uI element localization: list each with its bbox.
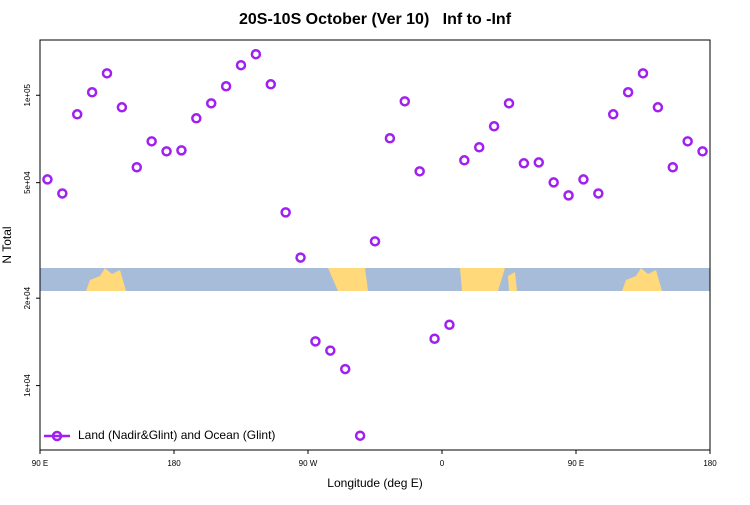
- point: [414, 166, 425, 177]
- legend-marker: [51, 430, 63, 442]
- point: [205, 98, 217, 109]
- x-tick-label: 180: [703, 459, 717, 468]
- point: [191, 113, 202, 124]
- point: [369, 236, 381, 247]
- y-tick-label: 2e+04: [23, 286, 32, 309]
- y-axis-label: N Total: [0, 226, 14, 263]
- point: [235, 59, 247, 71]
- point: [116, 102, 128, 113]
- point: [146, 136, 157, 147]
- point: [250, 48, 262, 60]
- point: [101, 68, 113, 79]
- point: [563, 190, 574, 201]
- point: [518, 158, 530, 169]
- point: [310, 336, 321, 347]
- point: [339, 363, 351, 375]
- point: [473, 142, 485, 153]
- legend-label: Land (Nadir&Glint) and Ocean (Glint): [78, 428, 275, 442]
- point: [280, 207, 291, 218]
- point: [652, 102, 664, 113]
- point: [295, 252, 306, 263]
- point: [86, 87, 98, 98]
- y-tick-label: 1e+04: [23, 374, 32, 397]
- point: [131, 161, 143, 173]
- point: [697, 146, 708, 157]
- x-axis-label: Longitude (deg E): [327, 476, 422, 490]
- point: [161, 146, 172, 157]
- point: [593, 188, 604, 199]
- chart-title: 20S-10S October (Ver 10) Inf to -Inf: [239, 11, 512, 28]
- point: [578, 174, 589, 185]
- point: [533, 157, 545, 168]
- y-tick-label: 5e+04: [23, 171, 32, 194]
- point: [607, 109, 619, 120]
- point: [384, 133, 396, 144]
- map-strip: [40, 268, 710, 291]
- point: [429, 333, 440, 344]
- y-tick-label: 1e+05: [23, 83, 32, 106]
- point: [71, 109, 83, 120]
- point: [57, 188, 68, 199]
- point: [637, 68, 649, 79]
- x-tick-label: 180: [167, 459, 181, 468]
- point: [548, 177, 559, 188]
- point: [682, 136, 693, 147]
- point: [265, 79, 277, 90]
- x-tick-label: 90 E: [568, 459, 584, 468]
- point: [667, 161, 679, 173]
- point: [444, 319, 455, 331]
- point: [399, 96, 411, 107]
- point: [459, 155, 470, 166]
- point: [488, 121, 500, 132]
- point: [622, 87, 634, 98]
- x-tick-label: 90 W: [299, 459, 318, 468]
- point: [354, 430, 366, 441]
- point: [325, 345, 336, 356]
- plot-frame: [39, 39, 711, 451]
- point: [220, 81, 232, 92]
- point: [42, 174, 53, 185]
- x-tick-label: 90 E: [32, 459, 48, 468]
- x-tick-label: 0: [440, 459, 445, 468]
- point: [176, 145, 187, 156]
- point: [503, 98, 515, 109]
